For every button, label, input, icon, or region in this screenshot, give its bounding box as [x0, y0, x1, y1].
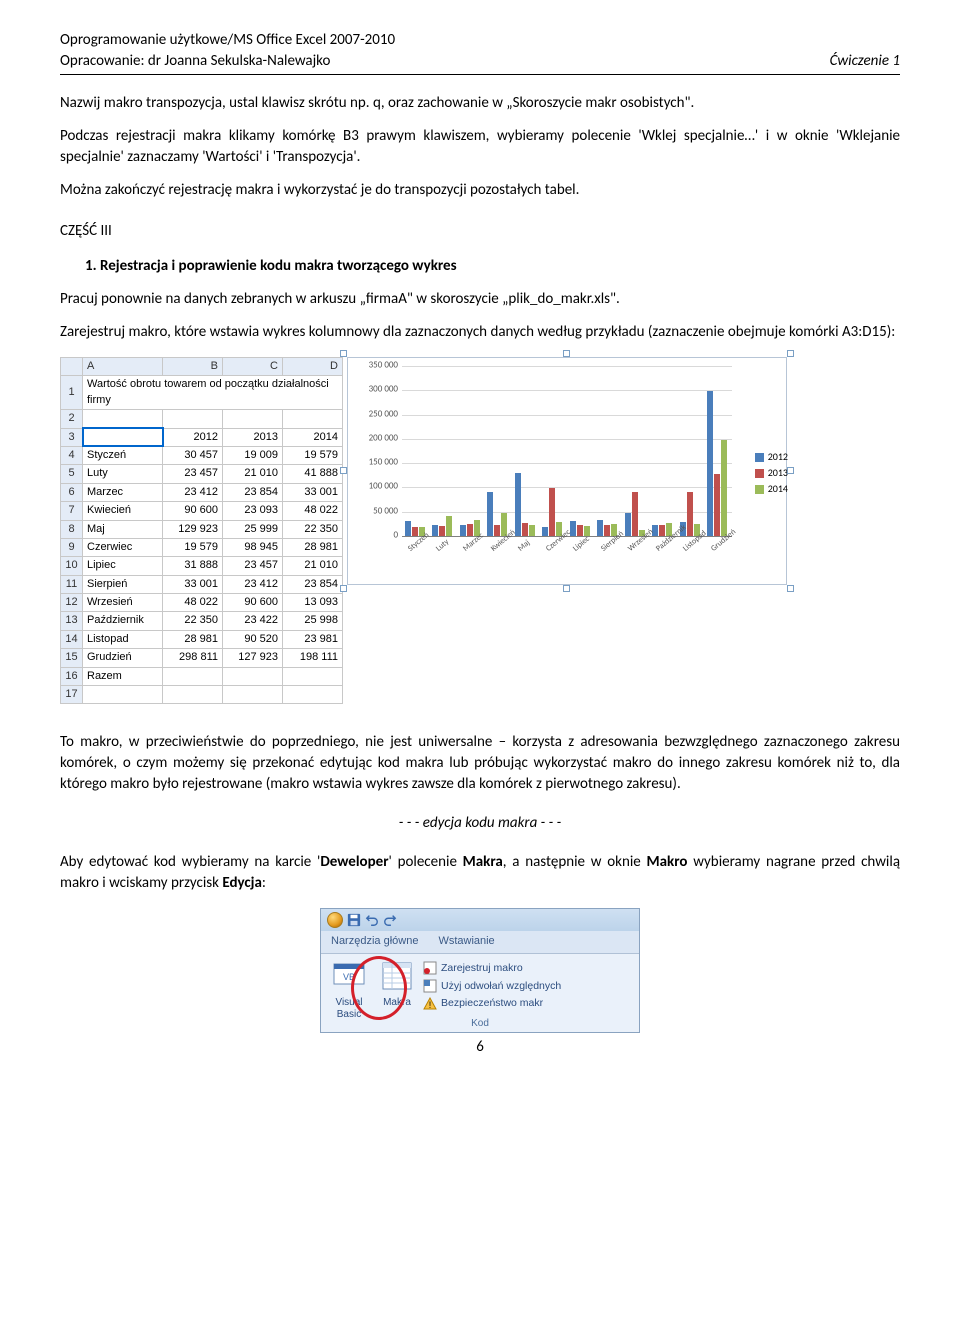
tab-insert[interactable]: Wstawianie [428, 931, 504, 952]
ribbon-screenshot: Narzędzia główne Wstawianie VB Visual Ba… [320, 908, 640, 1032]
svg-text:VB: VB [343, 972, 355, 982]
chart-legend: 201220132014 [755, 448, 788, 498]
numbered-list: Rejestracja i poprawienie kodu makra two… [100, 256, 900, 277]
para-2: Podczas rejestracji makra klikamy komórk… [60, 126, 900, 168]
subtitle-edit-code: - - - edycja kodu makra - - - [60, 813, 900, 834]
ribbon-group-label: Kod [321, 1017, 639, 1031]
chart-object[interactable]: 050 000100 000150 000200 000250 000300 0… [347, 357, 787, 585]
para-7: Aby edytować kod wybieramy na karcie 'De… [60, 852, 900, 894]
para-5: Zarejestruj makro, które wstawia wykres … [60, 322, 900, 343]
macro-security-button[interactable]: ! Bezpieczeństwo makr [421, 995, 635, 1012]
excel-figure: ABCD1Wartość obrotu towarem od początku … [60, 357, 900, 704]
para-4: Pracuj ponownie na danych zebranych w ar… [60, 289, 900, 310]
office-button-icon[interactable] [327, 912, 343, 928]
list-item-1: Rejestracja i poprawienie kodu makra two… [100, 256, 900, 277]
para-3: Można zakończyć rejestrację makra i wyko… [60, 180, 900, 201]
visual-basic-icon: VB [332, 960, 366, 994]
header-line1: Oprogramowanie użytkowe/MS Office Excel … [60, 30, 900, 51]
relative-refs-button[interactable]: Użyj odwołań względnych [421, 978, 635, 995]
para-1: Nazwij makro transpozycja, ustal klawisz… [60, 93, 900, 114]
para-6: To makro, w przeciwieństwie do poprzedni… [60, 732, 900, 795]
header-author: Opracowanie: dr Joanna Sekulska-Nalewajk… [60, 51, 330, 72]
quick-access-toolbar [321, 909, 639, 931]
page-header: Oprogramowanie użytkowe/MS Office Excel … [60, 30, 900, 75]
spreadsheet-table: ABCD1Wartość obrotu towarem od początku … [60, 357, 343, 704]
record-macro-icon [423, 961, 437, 975]
section-3-title: CZĘŚĆ III [60, 221, 900, 242]
save-icon[interactable] [347, 913, 361, 927]
tab-home[interactable]: Narzędzia główne [321, 931, 428, 952]
relative-refs-icon [423, 979, 437, 993]
redo-icon[interactable] [383, 913, 397, 927]
record-macro-button[interactable]: Zarejestruj makro [421, 960, 635, 977]
chart-canvas: 050 000100 000150 000200 000250 000300 0… [354, 366, 790, 580]
undo-icon[interactable] [365, 913, 379, 927]
header-exercise: Ćwiczenie 1 [830, 51, 900, 72]
ribbon-group-code: VB Visual Basic Makra Zarejestruj makro … [321, 954, 639, 1032]
macros-icon [380, 960, 414, 994]
svg-text:!: ! [429, 1000, 432, 1010]
warning-icon: ! [423, 997, 437, 1011]
page-number: 6 [60, 1037, 900, 1058]
ribbon-tabs: Narzędzia główne Wstawianie [321, 931, 639, 953]
